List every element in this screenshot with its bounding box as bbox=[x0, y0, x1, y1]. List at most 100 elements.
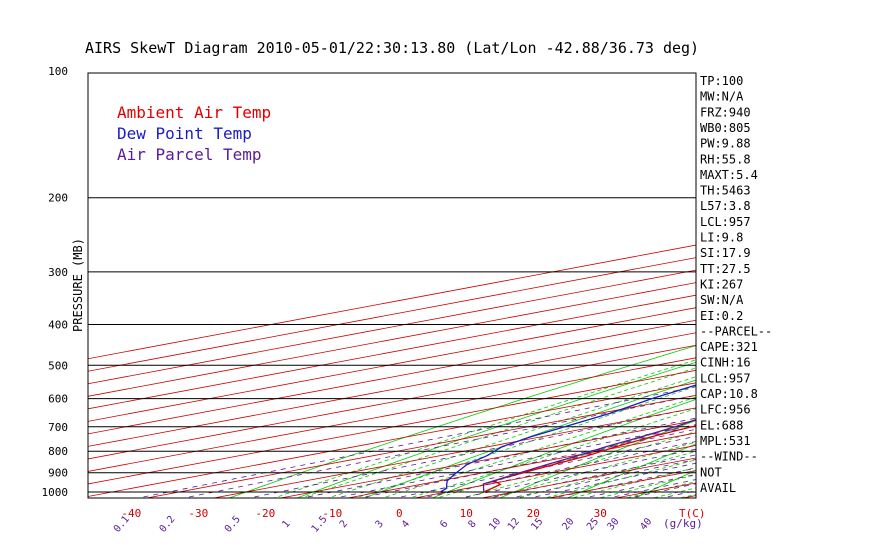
moist-adiabat bbox=[299, 367, 696, 498]
dry-adiabat bbox=[765, 71, 870, 501]
isobars bbox=[88, 197, 696, 493]
bottom-temp-tick: -20 bbox=[255, 507, 275, 520]
isotherm bbox=[680, 495, 696, 498]
index-item: MW:N/A bbox=[700, 90, 744, 104]
index-item: TP:100 bbox=[700, 74, 743, 88]
moist-adiabat bbox=[434, 419, 696, 498]
isotherm bbox=[211, 407, 696, 498]
pressure-tick: 400 bbox=[48, 319, 68, 332]
mixing-ratio-line bbox=[458, 448, 696, 498]
pressure-tick: 700 bbox=[48, 421, 68, 434]
series-air-parcel-temp bbox=[482, 418, 696, 493]
mixing-ratio-line bbox=[358, 428, 696, 498]
index-item: MAXT:5.4 bbox=[700, 168, 758, 182]
moist-adiabats bbox=[272, 359, 696, 498]
mixing-ratio-tick: 30 bbox=[605, 516, 621, 532]
mixing-ratio-tick: 1 bbox=[280, 519, 292, 531]
mixing-ratio-tick: 4 bbox=[400, 519, 412, 531]
plot-area bbox=[88, 71, 870, 501]
index-item: RH:55.8 bbox=[700, 152, 751, 166]
index-item: NOT bbox=[700, 465, 722, 479]
index-item: EI:0.2 bbox=[700, 309, 743, 323]
pressure-tick: 200 bbox=[48, 192, 68, 205]
isotherm bbox=[88, 244, 696, 360]
isotherm bbox=[88, 332, 696, 447]
mixing-ratio-lines bbox=[136, 386, 696, 498]
index-item: EL:688 bbox=[700, 418, 743, 432]
mixing-ratio-line bbox=[136, 386, 696, 498]
moist-adiabat bbox=[489, 441, 696, 498]
bottom-temp-tick: -40 bbox=[121, 507, 141, 520]
isotherm bbox=[88, 269, 696, 385]
bottom-temp-tick: 0 bbox=[396, 507, 403, 520]
bottom-temp-tick: 10 bbox=[460, 507, 473, 520]
mixing-ratio-tick: 0.2 bbox=[158, 514, 178, 535]
isotherm bbox=[88, 369, 696, 485]
profile-lines bbox=[439, 384, 696, 493]
mixing-ratio-line bbox=[509, 458, 696, 498]
index-item: CAPE:321 bbox=[700, 340, 758, 354]
bottom-temp-tick: -30 bbox=[188, 507, 208, 520]
mixing-ratio-line bbox=[659, 490, 696, 498]
index-item: AVAIL bbox=[700, 481, 736, 495]
index-item: --WIND-- bbox=[700, 450, 758, 464]
mixing-ratio-tick: 10 bbox=[487, 516, 503, 532]
mixing-ratio-tick: 8 bbox=[467, 519, 479, 531]
bottom-temp-tick: 30 bbox=[594, 507, 607, 520]
index-item: TH:5463 bbox=[700, 184, 751, 198]
mixing-ratio-tick: 20 bbox=[560, 516, 576, 532]
index-item: FRZ:940 bbox=[700, 105, 751, 119]
legend-air-parcel-temp: Air Parcel Temp bbox=[117, 145, 262, 164]
index-item: LCL:957 bbox=[700, 371, 751, 385]
pressure-tick: 1000 bbox=[42, 486, 69, 499]
bottom-temp-unit: T(C) bbox=[679, 507, 706, 520]
series-ambient-air-temp bbox=[483, 425, 696, 493]
pressure-tick: 900 bbox=[48, 467, 68, 480]
isotherm bbox=[88, 282, 696, 397]
mixing-ratio-tick: 3 bbox=[374, 519, 386, 531]
isotherm bbox=[278, 420, 696, 498]
index-item: WB0:805 bbox=[700, 121, 751, 135]
bottom-temp-tick-labels: -40 -30 -20 -10 0 10 20 30 bbox=[121, 507, 607, 520]
index-item: CAP:10.8 bbox=[700, 387, 758, 401]
mixing-ratio-line bbox=[333, 424, 696, 498]
dry-adiabat bbox=[833, 71, 870, 501]
index-item: TT:27.5 bbox=[700, 262, 751, 276]
moist-adiabat bbox=[272, 359, 696, 498]
mixing-ratio-line bbox=[420, 441, 696, 498]
index-item: SW:N/A bbox=[700, 293, 744, 307]
plot-frame bbox=[87, 72, 697, 499]
moist-adiabat bbox=[326, 376, 696, 498]
mixing-ratio-unit: (g/kg) bbox=[663, 517, 703, 530]
index-item: LFC:956 bbox=[700, 403, 751, 417]
pressure-tick-labels: 100 200 300 400 500 600 700 800 900 1000 bbox=[42, 65, 69, 499]
isotherm bbox=[88, 257, 696, 372]
pressure-tick: 100 bbox=[48, 65, 68, 78]
isotherm bbox=[88, 319, 696, 435]
mixing-ratio-line bbox=[486, 454, 696, 498]
mixing-ratio-tick: 2 bbox=[338, 519, 350, 531]
mixing-ratio-tick: 6 bbox=[438, 519, 450, 531]
mixing-ratio-line bbox=[181, 394, 696, 498]
series-dew-point-temp bbox=[439, 384, 696, 493]
legend: Ambient Air Temp Dew Point Temp Air Parc… bbox=[117, 103, 271, 164]
mixing-ratio-line bbox=[300, 417, 696, 498]
pressure-tick: 300 bbox=[48, 266, 68, 279]
index-item: --PARCEL-- bbox=[700, 324, 772, 338]
chart-title: AIRS SkewT Diagram 2010-05-01/22:30:13.8… bbox=[85, 39, 699, 57]
mixing-ratio-line bbox=[247, 407, 696, 498]
bottom-temp-tick: -10 bbox=[322, 507, 342, 520]
pressure-tick: 500 bbox=[48, 359, 68, 372]
dry-adiabat bbox=[363, 379, 696, 498]
pressure-tick: 800 bbox=[48, 445, 68, 458]
moist-adiabat bbox=[462, 431, 696, 498]
moist-adiabat bbox=[407, 408, 696, 498]
index-item: SI:17.9 bbox=[700, 246, 751, 260]
index-item: KI:267 bbox=[700, 278, 743, 292]
mixing-ratio-tick: 12 bbox=[506, 516, 522, 532]
dry-adiabat bbox=[228, 345, 696, 498]
dry-adiabat bbox=[498, 420, 696, 498]
pressure-tick: 600 bbox=[48, 393, 68, 406]
